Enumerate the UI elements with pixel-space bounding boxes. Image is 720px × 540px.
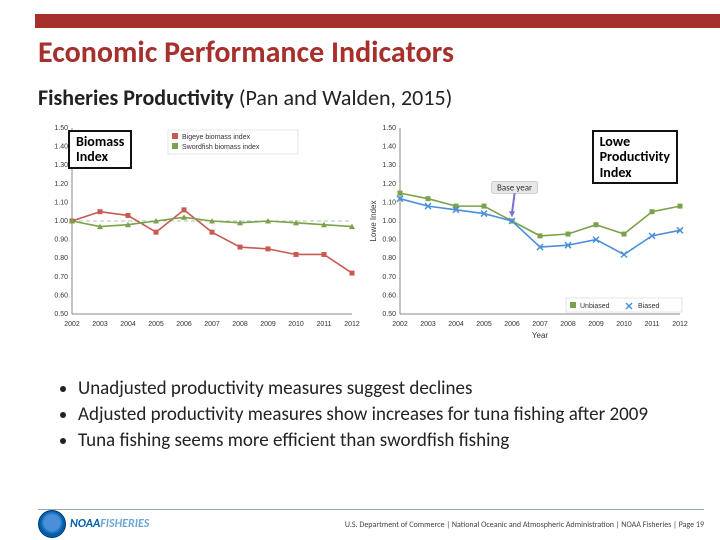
svg-text:Lowe Index: Lowe Index	[369, 201, 378, 242]
svg-text:Biased: Biased	[638, 303, 660, 310]
svg-text:1.20: 1.20	[54, 181, 68, 188]
svg-text:1.40: 1.40	[382, 144, 396, 151]
svg-text:Swordfish biomass index: Swordfish biomass index	[182, 144, 260, 151]
svg-text:2004: 2004	[120, 321, 136, 328]
svg-text:0.70: 0.70	[382, 274, 396, 281]
chart2-label: LoweProductivityIndex	[592, 130, 678, 184]
svg-text:2003: 2003	[420, 321, 436, 328]
svg-text:Unbiased: Unbiased	[580, 303, 610, 310]
svg-text:1.30: 1.30	[54, 162, 68, 169]
svg-text:2012: 2012	[344, 321, 360, 328]
slide: Economic Performance Indicators Fisherie…	[0, 0, 720, 540]
svg-text:2008: 2008	[232, 321, 248, 328]
svg-text:2006: 2006	[504, 321, 520, 328]
svg-text:1.30: 1.30	[382, 162, 396, 169]
bullet-2: Adjusted productivity measures show incr…	[78, 403, 682, 427]
page-title: Economic Performance Indicators	[38, 34, 454, 71]
svg-text:1.00: 1.00	[382, 218, 396, 225]
svg-text:2005: 2005	[148, 321, 164, 328]
bullet-3: Tuna fishing seems more efficient than s…	[78, 429, 682, 453]
svg-text:1.50: 1.50	[54, 125, 68, 132]
svg-text:0.60: 0.60	[382, 292, 396, 299]
svg-text:0.90: 0.90	[382, 237, 396, 244]
svg-text:1.40: 1.40	[54, 144, 68, 151]
svg-text:2010: 2010	[616, 321, 632, 328]
svg-text:1.10: 1.10	[54, 199, 68, 206]
footer-text: U.S. Department of Commerce | National O…	[38, 520, 704, 530]
svg-text:2002: 2002	[392, 321, 408, 328]
svg-text:1.00: 1.00	[54, 218, 68, 225]
svg-text:2002: 2002	[64, 321, 80, 328]
svg-text:2007: 2007	[532, 321, 548, 328]
svg-text:2009: 2009	[260, 321, 276, 328]
accent-bar	[35, 14, 720, 28]
svg-text:2012: 2012	[672, 321, 688, 328]
svg-text:Base year: Base year	[497, 182, 532, 193]
subtitle-bold: Fisheries Productivity	[38, 84, 234, 111]
charts-row: BiomassIndex 0.50 0.60 0.70 0.80 0.90 1.00 1.1…	[38, 122, 688, 342]
svg-text:2005: 2005	[476, 321, 492, 328]
svg-text:2006: 2006	[176, 321, 192, 328]
subtitle-rest: (Pan and Walden, 2015)	[234, 84, 452, 111]
svg-text:1.20: 1.20	[382, 181, 396, 188]
bullet-1: Unadjusted productivity measures suggest…	[78, 377, 682, 401]
bullets: Unadjusted productivity measures suggest…	[38, 377, 682, 454]
svg-text:2009: 2009	[588, 321, 604, 328]
svg-text:Year: Year	[532, 331, 549, 340]
svg-text:1.10: 1.10	[382, 199, 396, 206]
svg-text:1.50: 1.50	[382, 125, 396, 132]
subtitle: Fisheries Productivity (Pan and Walden, …	[38, 84, 452, 111]
svg-text:0.60: 0.60	[54, 292, 68, 299]
svg-text:0.90: 0.90	[54, 237, 68, 244]
svg-text:0.80: 0.80	[54, 255, 68, 262]
svg-text:2011: 2011	[316, 321, 331, 328]
svg-text:2007: 2007	[204, 321, 220, 328]
svg-text:Bigeye biomass index: Bigeye biomass index	[182, 134, 251, 141]
svg-text:0.50: 0.50	[54, 311, 68, 318]
svg-text:2003: 2003	[92, 321, 108, 328]
svg-text:2008: 2008	[560, 321, 576, 328]
svg-text:2004: 2004	[448, 321, 464, 328]
svg-text:0.50: 0.50	[382, 311, 396, 318]
svg-text:2010: 2010	[288, 321, 304, 328]
chart-lowe: LoweProductivityIndex 0.50 0.60 0.70 0.80 0.…	[366, 122, 688, 342]
svg-text:0.80: 0.80	[382, 255, 396, 262]
chart-biomass: BiomassIndex 0.50 0.60 0.70 0.80 0.90 1.00 1.1…	[38, 122, 360, 342]
svg-text:0.70: 0.70	[54, 274, 68, 281]
chart1-label: BiomassIndex	[68, 130, 132, 169]
svg-text:2011: 2011	[644, 321, 659, 328]
